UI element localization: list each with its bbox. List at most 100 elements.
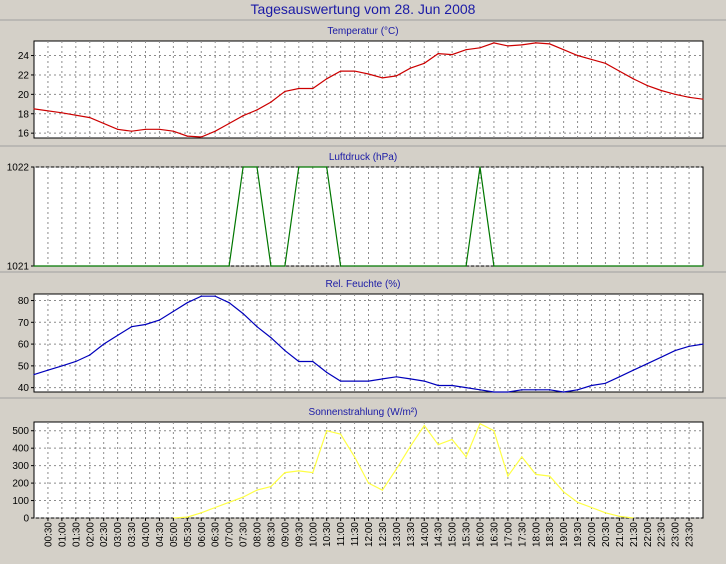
data-point: [604, 62, 607, 64]
data-point: [577, 389, 579, 391]
data-point: [674, 93, 676, 95]
data-point: [214, 130, 216, 132]
data-point: [326, 430, 328, 432]
data-point: [75, 360, 77, 363]
y-tick-label: 40: [18, 383, 30, 394]
y-tick-label: 70: [18, 318, 30, 329]
y-tick-label: 400: [12, 444, 29, 455]
data-point: [590, 58, 593, 61]
x-tick-label: 15:30: [462, 522, 473, 547]
data-point: [200, 295, 202, 297]
x-tick-label: 16:00: [476, 522, 487, 547]
x-tick-label: 08:30: [266, 522, 277, 547]
data-point: [214, 295, 216, 297]
data-point: [298, 360, 300, 363]
data-point: [256, 489, 258, 491]
data-point: [284, 265, 286, 267]
data-point: [172, 130, 174, 132]
data-point: [423, 62, 425, 64]
data-point: [270, 337, 272, 339]
data-point: [61, 365, 63, 367]
x-tick-label: 09:00: [280, 522, 291, 547]
data-point: [284, 350, 286, 352]
data-point: [437, 444, 439, 446]
data-point: [186, 302, 188, 304]
x-tick-label: 04:30: [155, 522, 166, 547]
data-point: [367, 482, 370, 484]
data-point: [437, 384, 439, 387]
y-tick-label: 60: [18, 340, 30, 351]
y-tick-label: 500: [12, 426, 29, 437]
data-point: [451, 384, 453, 387]
x-tick-label: 08:00: [253, 522, 264, 547]
x-tick-label: 23:00: [671, 522, 682, 547]
x-tick-label: 01:30: [71, 522, 82, 547]
x-tick-label: 22:00: [643, 522, 654, 547]
data-point: [563, 49, 565, 51]
x-tick-label: 06:30: [211, 522, 222, 547]
data-point: [381, 489, 383, 491]
x-tick-label: 23:30: [685, 522, 696, 547]
data-point: [688, 96, 690, 98]
x-tick-label: 07:30: [239, 522, 250, 547]
panel-title: Rel. Feuchte (%): [325, 279, 400, 290]
data-point: [409, 445, 411, 447]
data-point: [590, 506, 593, 509]
data-point: [158, 128, 160, 130]
y-tick-label: 200: [12, 479, 29, 490]
x-tick-label: 04:00: [141, 522, 152, 547]
data-point: [340, 70, 342, 72]
y-tick-label: 1022: [7, 163, 30, 174]
data-point: [354, 380, 356, 382]
data-point: [479, 47, 481, 49]
data-point: [437, 53, 439, 55]
x-tick-label: 17:00: [503, 522, 514, 547]
data-point: [507, 475, 509, 477]
data-point: [117, 128, 119, 130]
data-point: [577, 501, 579, 503]
chart-panel-3: Rel. Feuchte (%) 40 50 60 70 80: [0, 271, 726, 394]
data-point: [33, 374, 35, 376]
x-tick-label: 17:30: [517, 522, 528, 547]
chart-panel-1: Temperatur (°C) 16 18 20 22 24: [0, 19, 726, 140]
x-tick-label: 11:00: [336, 522, 347, 547]
data-point: [549, 389, 551, 391]
data-point: [298, 470, 300, 472]
data-point: [256, 326, 258, 328]
page-title: Tagesauswertung vom 28. Jun 2008: [250, 1, 476, 17]
x-tick-label: 22:30: [657, 522, 668, 547]
data-point: [256, 166, 258, 168]
data-point: [256, 109, 258, 111]
data-point: [395, 75, 397, 77]
x-tick-label: 06:00: [197, 522, 208, 547]
data-point: [270, 486, 272, 488]
x-tick-label: 15:00: [448, 522, 459, 547]
data-point: [228, 122, 230, 125]
data-point: [381, 378, 383, 380]
data-point: [549, 43, 551, 45]
data-point: [409, 67, 411, 69]
data-point: [535, 473, 537, 475]
data-point: [507, 45, 509, 47]
x-tick-label: 03:30: [127, 522, 138, 547]
data-point: [465, 456, 467, 458]
data-point: [493, 265, 495, 267]
chart-panel-2: Luftdruck (hPa) 1021 1022: [0, 145, 726, 273]
data-point: [688, 345, 690, 347]
data-point: [312, 166, 314, 168]
data-point: [242, 166, 244, 168]
y-tick-label: 24: [18, 51, 30, 62]
data-point: [493, 42, 495, 44]
data-point: [367, 73, 370, 75]
x-axis: 00:30 01:00 01:30 02:00 02:30 03:00 03:30 04:00…: [43, 518, 696, 547]
data-point: [632, 78, 634, 80]
data-point: [702, 98, 704, 100]
data-point: [632, 369, 634, 371]
data-point: [479, 423, 481, 425]
data-point: [228, 501, 230, 503]
data-point: [131, 326, 133, 328]
data-point: [646, 85, 648, 87]
data-point: [521, 44, 523, 46]
